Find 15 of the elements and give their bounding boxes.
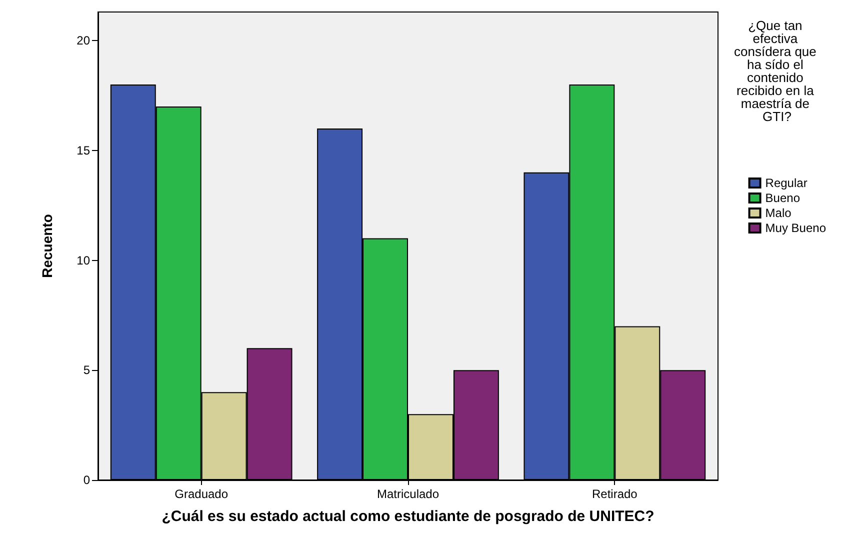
y-tick-label: 15 [76, 143, 90, 158]
y-tick-label: 5 [83, 363, 90, 378]
legend-label: Bueno [765, 191, 800, 205]
x-tick-label: Graduado [174, 487, 228, 501]
y-tick-label: 20 [76, 34, 90, 48]
y-tick-label: 10 [76, 253, 90, 268]
x-axis-title: ¿Cuál es su estado actual como estudiante de posgrado de UNITEC? [162, 508, 654, 525]
legend-title: ¿Que tan efectiva consídera que ha sído el contenido recibido en la maestría de GTI? [734, 18, 820, 124]
y-tick-label: 0 [83, 473, 90, 487]
legend-label: Regular [765, 176, 808, 190]
y-axis-title: Recuento [39, 214, 55, 278]
legend-label: Muy Bueno [765, 221, 826, 235]
x-tick-label: Matriculado [376, 487, 440, 501]
legend-label: Malo [765, 206, 792, 220]
x-tick-label: Retirado [592, 487, 638, 501]
